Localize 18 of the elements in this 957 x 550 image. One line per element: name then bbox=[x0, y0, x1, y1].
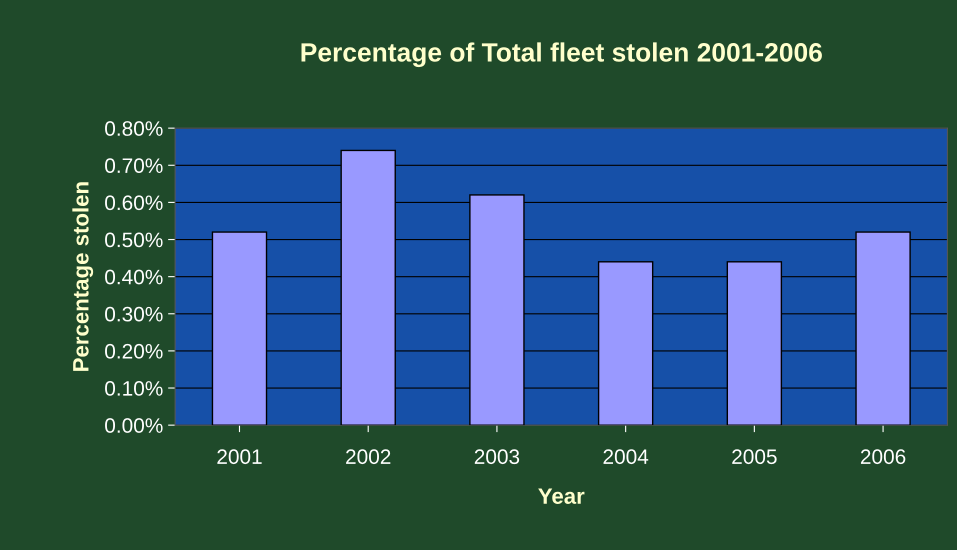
x-axis-title: Year bbox=[538, 488, 584, 504]
x-tick-label: 2003 bbox=[474, 449, 520, 464]
y-tick-label: 0.40% bbox=[105, 270, 163, 284]
y-tick-label: 0.30% bbox=[105, 306, 163, 322]
y-tick-label: 0.80% bbox=[105, 121, 163, 136]
y-tick-label: 0.20% bbox=[105, 344, 163, 359]
y-tick-label: 0.50% bbox=[105, 232, 163, 248]
x-tick-label: 2006 bbox=[860, 449, 906, 464]
chart-title: Percentage of Total fleet stolen 2001-2006 bbox=[302, 42, 822, 68]
x-tick-label: 2001 bbox=[217, 449, 262, 464]
y-tick-label: 0.10% bbox=[105, 381, 163, 396]
x-tick-label: 2004 bbox=[604, 449, 648, 464]
y-tick-label: 0.00% bbox=[105, 418, 163, 433]
y-tick-label: 0.70% bbox=[105, 158, 163, 174]
y-axis-title: Percentage stolen bbox=[72, 182, 94, 371]
y-tick-label: 0.60% bbox=[105, 195, 163, 210]
x-tick-label: 2005 bbox=[732, 449, 777, 464]
x-tick-label: 2002 bbox=[346, 449, 390, 464]
